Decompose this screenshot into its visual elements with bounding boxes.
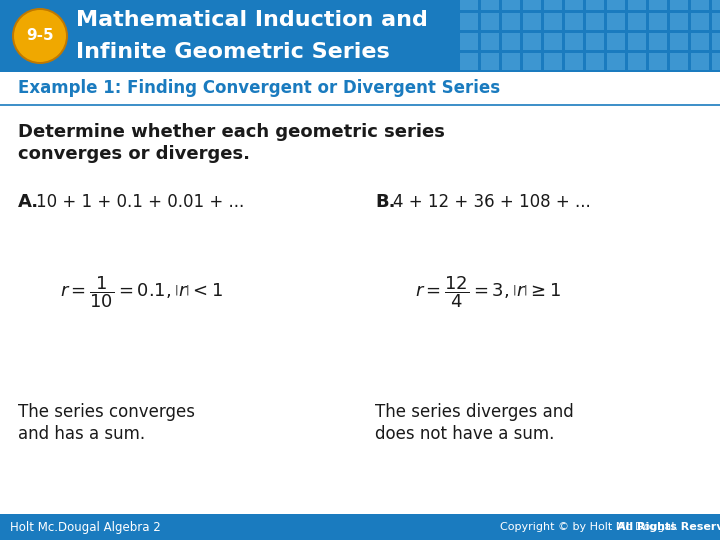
FancyBboxPatch shape (523, 53, 541, 70)
Text: Example 1: Finding Convergent or Divergent Series: Example 1: Finding Convergent or Diverge… (18, 79, 500, 97)
Text: Copyright © by Holt Mc Dougal.: Copyright © by Holt Mc Dougal. (500, 522, 678, 532)
Text: The series converges: The series converges (18, 403, 195, 421)
FancyBboxPatch shape (649, 0, 667, 10)
Text: $r = \dfrac{12}{4} = 3, \left|r\right| \geq 1$: $r = \dfrac{12}{4} = 3, \left|r\right| \… (415, 274, 561, 310)
Text: $r = \dfrac{1}{10} = 0.1, \left|r\right| < 1$: $r = \dfrac{1}{10} = 0.1, \left|r\right|… (60, 274, 223, 310)
Circle shape (14, 10, 66, 62)
FancyBboxPatch shape (670, 53, 688, 70)
Text: Mathematical Induction and: Mathematical Induction and (76, 10, 428, 30)
FancyBboxPatch shape (502, 33, 520, 50)
FancyBboxPatch shape (607, 33, 625, 50)
Text: does not have a sum.: does not have a sum. (375, 425, 554, 443)
FancyBboxPatch shape (628, 33, 646, 50)
FancyBboxPatch shape (523, 0, 541, 10)
FancyBboxPatch shape (565, 13, 583, 30)
FancyBboxPatch shape (712, 33, 720, 50)
FancyBboxPatch shape (565, 33, 583, 50)
FancyBboxPatch shape (670, 0, 688, 10)
FancyBboxPatch shape (628, 13, 646, 30)
FancyBboxPatch shape (544, 13, 562, 30)
Text: converges or diverges.: converges or diverges. (18, 145, 250, 163)
FancyBboxPatch shape (712, 53, 720, 70)
FancyBboxPatch shape (691, 13, 709, 30)
FancyBboxPatch shape (460, 0, 478, 10)
FancyBboxPatch shape (712, 13, 720, 30)
FancyBboxPatch shape (586, 13, 604, 30)
FancyBboxPatch shape (691, 33, 709, 50)
FancyBboxPatch shape (523, 33, 541, 50)
FancyBboxPatch shape (649, 53, 667, 70)
FancyBboxPatch shape (586, 53, 604, 70)
FancyBboxPatch shape (481, 0, 499, 10)
FancyBboxPatch shape (670, 33, 688, 50)
FancyBboxPatch shape (523, 13, 541, 30)
FancyBboxPatch shape (649, 33, 667, 50)
FancyBboxPatch shape (628, 0, 646, 10)
FancyBboxPatch shape (460, 53, 478, 70)
Text: 10 + 1 + 0.1 + 0.01 + ...: 10 + 1 + 0.1 + 0.01 + ... (36, 193, 244, 211)
FancyBboxPatch shape (502, 53, 520, 70)
Text: Determine whether each geometric series: Determine whether each geometric series (18, 123, 445, 141)
FancyBboxPatch shape (0, 0, 720, 72)
Circle shape (12, 8, 68, 64)
FancyBboxPatch shape (544, 53, 562, 70)
Text: All Rights Reserved.: All Rights Reserved. (617, 522, 720, 532)
Text: and has a sum.: and has a sum. (18, 425, 145, 443)
FancyBboxPatch shape (607, 13, 625, 30)
FancyBboxPatch shape (502, 13, 520, 30)
Text: The series diverges and: The series diverges and (375, 403, 574, 421)
Text: A.: A. (18, 193, 39, 211)
FancyBboxPatch shape (649, 13, 667, 30)
Text: B.: B. (375, 193, 395, 211)
FancyBboxPatch shape (586, 0, 604, 10)
FancyBboxPatch shape (670, 13, 688, 30)
FancyBboxPatch shape (586, 33, 604, 50)
FancyBboxPatch shape (628, 53, 646, 70)
FancyBboxPatch shape (460, 33, 478, 50)
FancyBboxPatch shape (607, 53, 625, 70)
FancyBboxPatch shape (502, 0, 520, 10)
FancyBboxPatch shape (481, 13, 499, 30)
Text: 4 + 12 + 36 + 108 + ...: 4 + 12 + 36 + 108 + ... (393, 193, 590, 211)
Text: Holt Mc.Dougal Algebra 2: Holt Mc.Dougal Algebra 2 (10, 521, 161, 534)
FancyBboxPatch shape (607, 0, 625, 10)
FancyBboxPatch shape (565, 53, 583, 70)
FancyBboxPatch shape (544, 0, 562, 10)
FancyBboxPatch shape (691, 53, 709, 70)
FancyBboxPatch shape (0, 514, 720, 540)
FancyBboxPatch shape (460, 13, 478, 30)
FancyBboxPatch shape (565, 0, 583, 10)
FancyBboxPatch shape (544, 33, 562, 50)
FancyBboxPatch shape (481, 53, 499, 70)
FancyBboxPatch shape (691, 0, 709, 10)
FancyBboxPatch shape (712, 0, 720, 10)
FancyBboxPatch shape (481, 33, 499, 50)
Text: Infinite Geometric Series: Infinite Geometric Series (76, 42, 390, 62)
Text: 9-5: 9-5 (26, 29, 54, 44)
